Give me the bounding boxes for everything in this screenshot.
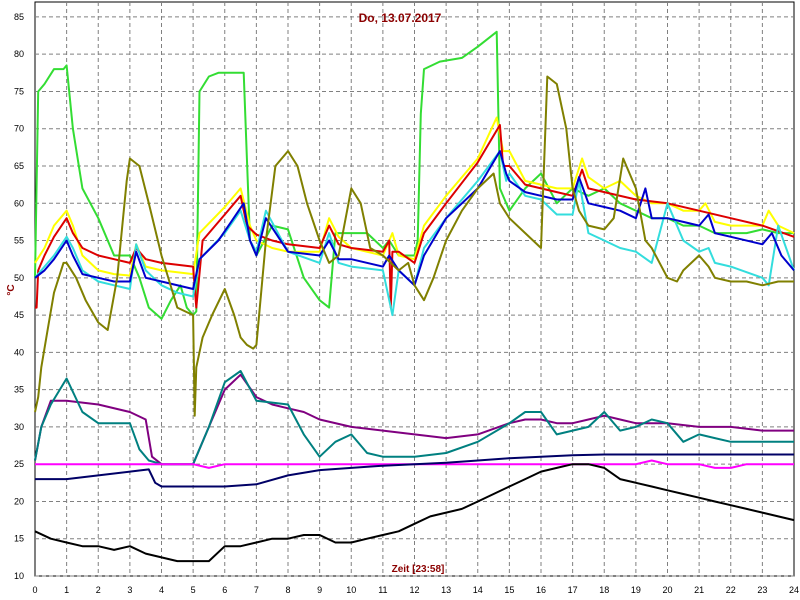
x-tick-label: 10	[346, 585, 356, 595]
x-tick-label: 23	[757, 585, 767, 595]
y-axis-ticks: 10 15 20 25 30 35 40 45 50 55 60 65 70 75 80 85	[14, 12, 24, 581]
x-tick-label: 6	[222, 585, 227, 595]
x-tick-label: 18	[599, 585, 609, 595]
series-line-6	[34, 373, 794, 466]
x-tick-label: 1	[64, 585, 69, 595]
y-tick-label: 30	[14, 422, 24, 432]
x-tick-label: 22	[726, 585, 736, 595]
x-axis-ticks: 0 1 2 3 4 5 6 7 8 9 10 11 12 13 14 15 16 17 18 19 20 21 22 23 24	[32, 585, 799, 595]
y-tick-label: 10	[14, 571, 24, 581]
x-tick-label: 4	[159, 585, 164, 595]
x-tick-label: 9	[317, 585, 322, 595]
x-tick-label: 0	[32, 585, 37, 595]
x-tick-label: 7	[254, 585, 259, 595]
x-tick-label: 20	[662, 585, 672, 595]
x-tick-label: 12	[409, 585, 419, 595]
series-line-8	[35, 459, 794, 469]
x-tick-label: 13	[441, 585, 451, 595]
y-tick-label: 65	[14, 161, 24, 171]
y-tick-label: 40	[14, 347, 24, 357]
x-tick-label: 14	[473, 585, 483, 595]
series-group	[34, 30, 795, 563]
x-tick-label: 3	[127, 585, 132, 595]
y-tick-label: 25	[14, 459, 24, 469]
chart-title: Do, 13.07.2017	[359, 11, 442, 25]
x-tick-label: 19	[631, 585, 641, 595]
series-line-4	[34, 150, 795, 290]
x-tick-label: 17	[568, 585, 578, 595]
y-axis-label: °C	[6, 284, 17, 295]
y-tick-label: 55	[14, 236, 24, 246]
x-tick-label: 5	[191, 585, 196, 595]
y-tick-label: 35	[14, 385, 24, 395]
y-tick-label: 80	[14, 49, 24, 59]
y-tick-label: 50	[14, 273, 24, 283]
y-tick-label: 45	[14, 310, 24, 320]
x-tick-label: 11	[378, 585, 387, 595]
y-tick-label: 85	[14, 12, 24, 22]
series-line-10	[34, 463, 795, 563]
y-tick-label: 70	[14, 124, 24, 134]
x-tick-label: 8	[285, 585, 290, 595]
x-axis-label: Zeit [23:58]	[392, 564, 445, 575]
y-tick-label: 60	[14, 198, 24, 208]
series-line-5	[34, 75, 794, 417]
y-tick-label: 75	[14, 86, 24, 96]
x-tick-label: 24	[789, 585, 799, 595]
y-tick-label: 15	[14, 534, 24, 544]
series-line-0	[34, 30, 794, 320]
x-tick-label: 2	[96, 585, 101, 595]
series-line-9	[35, 453, 794, 488]
x-tick-label: 15	[504, 585, 514, 595]
x-tick-label: 16	[536, 585, 546, 595]
y-tick-label: 20	[14, 496, 24, 506]
series-line-7	[34, 370, 794, 466]
grid	[35, 2, 794, 577]
x-tick-label: 21	[694, 585, 704, 595]
